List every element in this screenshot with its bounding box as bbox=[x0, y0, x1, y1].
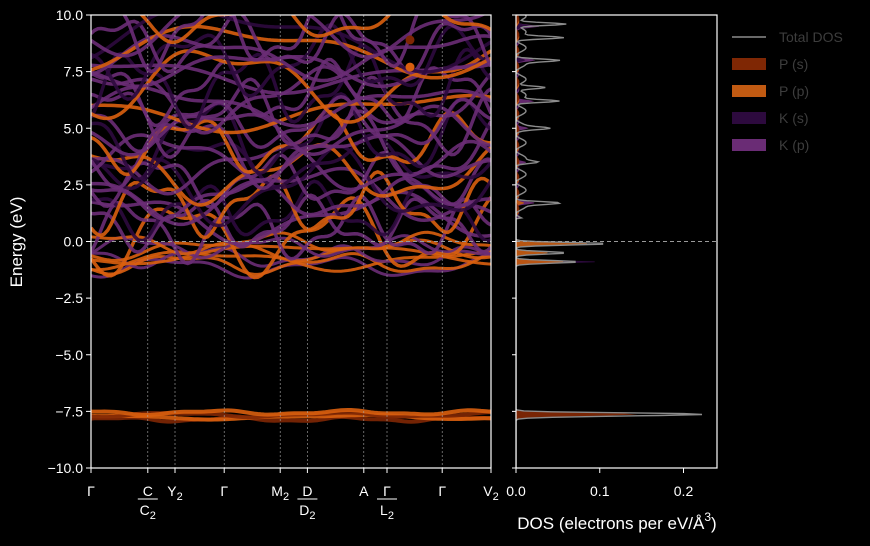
band-curve bbox=[91, 85, 491, 128]
band-structure-panel: 10.0 7.5 5.0 2.5 0.0 −2.5 −5.0 −7.5 −10.0 Γ C C2 Y2… bbox=[7, 7, 499, 522]
band-curve bbox=[91, 15, 486, 59]
legend-label: Total DOS bbox=[779, 29, 843, 45]
dos-x-axis-label-main: DOS (electrons per eV/Å bbox=[517, 514, 705, 533]
dos-x-tick-label: 0.2 bbox=[674, 483, 694, 499]
y-tick-label: −5.0 bbox=[55, 347, 83, 363]
y-tick-label: −7.5 bbox=[55, 403, 83, 419]
band-curve bbox=[91, 109, 491, 190]
dos-x-tick-label: 0.1 bbox=[590, 483, 610, 499]
k-point-label: V2 bbox=[483, 483, 498, 503]
band-curve bbox=[91, 44, 491, 130]
dos-y-ticks bbox=[512, 14, 516, 469]
band-curve bbox=[91, 414, 491, 424]
k-point-label: Γ bbox=[438, 483, 446, 499]
dos-x-axis-label-close: ) bbox=[711, 514, 717, 533]
y-tick-label: 10.0 bbox=[56, 7, 83, 23]
y-tick-label: 7.5 bbox=[64, 64, 84, 80]
dos-area-kp bbox=[516, 15, 539, 468]
k-point-label: Γ bbox=[383, 483, 391, 499]
k-point-label: D bbox=[302, 483, 312, 499]
band-curve bbox=[139, 15, 491, 45]
band-curve bbox=[91, 95, 491, 153]
k-point-label: M2 bbox=[271, 483, 289, 503]
high-symmetry-lines bbox=[147, 15, 443, 468]
y-axis-label: Energy (eV) bbox=[7, 197, 26, 288]
band-curve bbox=[91, 92, 491, 181]
k-point-subscript: 2 bbox=[283, 491, 289, 503]
band-curve bbox=[91, 15, 491, 74]
band-lines bbox=[91, 15, 491, 424]
k-point-subscript: 2 bbox=[388, 510, 394, 522]
band-curve bbox=[91, 196, 491, 280]
k-point-subscript: 2 bbox=[177, 491, 183, 503]
k-point-subscript: 2 bbox=[493, 491, 499, 503]
dos-x-tick-label: 0.0 bbox=[506, 483, 526, 499]
band-curve bbox=[91, 75, 491, 159]
k-point-label-lower: D2 bbox=[299, 502, 315, 522]
band-curve bbox=[91, 93, 491, 135]
k-point-label: Y2 bbox=[167, 483, 182, 503]
band-curve bbox=[91, 15, 491, 75]
k-point-label-lower: C2 bbox=[140, 502, 156, 522]
y-tick-label: −2.5 bbox=[55, 290, 83, 306]
legend-label: K (s) bbox=[779, 110, 809, 126]
band-curve bbox=[91, 252, 491, 276]
y-tick-label: 5.0 bbox=[64, 120, 84, 136]
dos-x-axis-label: DOS (electrons per eV/Å3) bbox=[517, 510, 716, 533]
legend: Total DOS P (s) P (p) K (s) K (p) bbox=[732, 29, 843, 153]
legend-swatch bbox=[732, 139, 766, 151]
k-point-label: Γ bbox=[220, 483, 228, 499]
band-curve bbox=[91, 144, 491, 228]
y-tick-label: −10.0 bbox=[48, 460, 84, 476]
legend-label: P (s) bbox=[779, 56, 808, 72]
dos-panel: 0.0 0.1 0.2 DOS (electrons per eV/Å3) bbox=[506, 14, 718, 533]
k-point-label-lower: L2 bbox=[380, 502, 394, 522]
band-curve bbox=[91, 190, 491, 246]
legend-label: P (p) bbox=[779, 83, 809, 99]
p-p-marker-dot bbox=[405, 62, 415, 72]
k-point-label: Γ bbox=[87, 483, 95, 499]
y-axis-ticks: 10.0 7.5 5.0 2.5 0.0 −2.5 −5.0 −7.5 −10.0 bbox=[48, 7, 91, 476]
total-dos-curve bbox=[516, 15, 703, 468]
legend-marker-dots bbox=[405, 35, 415, 72]
legend-label: K (p) bbox=[779, 137, 809, 153]
p-s-marker-dot bbox=[405, 35, 415, 45]
band-curve bbox=[91, 408, 491, 417]
band-curve bbox=[91, 104, 491, 157]
band-curve bbox=[91, 133, 491, 191]
k-point-subscript: 2 bbox=[309, 510, 315, 522]
dos-x-ticks: 0.0 0.1 0.2 bbox=[506, 468, 693, 499]
y-tick-label: 0.0 bbox=[64, 234, 84, 250]
legend-swatch bbox=[732, 112, 766, 124]
k-point-subscript: 2 bbox=[150, 510, 156, 522]
dos-area-ks bbox=[516, 15, 595, 468]
dos-x-axis-label-sup: 3 bbox=[704, 510, 711, 524]
legend-swatch bbox=[732, 85, 766, 97]
k-point-label: A bbox=[359, 483, 369, 499]
k-point-label: C bbox=[143, 483, 153, 499]
band-curve bbox=[122, 15, 491, 74]
legend-swatch bbox=[732, 58, 766, 70]
y-tick-label: 2.5 bbox=[64, 177, 84, 193]
